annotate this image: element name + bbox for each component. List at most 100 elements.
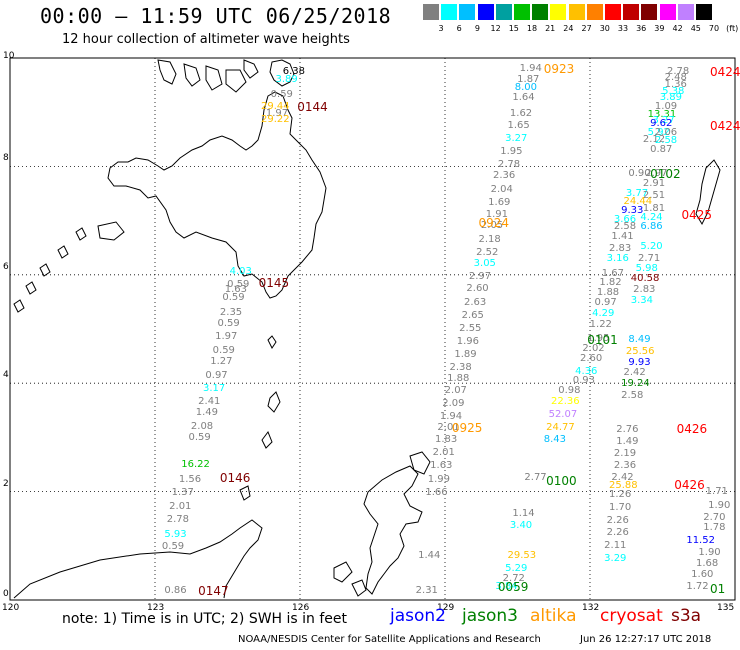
wave-height-value: 3.77 — [625, 187, 649, 199]
wave-height-value: 9.93 — [628, 356, 651, 368]
scale-label: 21 — [545, 24, 556, 33]
mindanao-coastline — [107, 91, 327, 299]
wave-height-value: 2.51 — [642, 189, 666, 201]
wave-height-value: 8.43 — [543, 433, 567, 445]
scale-label: 45 — [690, 24, 701, 33]
sulawesi-coastline — [13, 519, 263, 599]
wave-height-value: 2.70 — [703, 511, 726, 523]
wave-height-value: 2.05 — [480, 220, 504, 232]
wave-height-value: 2.65 — [461, 309, 484, 321]
wave-height-value: 3.84 — [495, 580, 518, 592]
scale-label: 12 — [490, 24, 501, 33]
wave-height-value: 2.83 — [609, 242, 632, 254]
wave-height-value: 2.60 — [580, 353, 603, 365]
pass-time-label: 0059 — [497, 579, 529, 594]
wave-height-value: 1.26 — [609, 488, 632, 500]
wave-height-value: 0.97 — [594, 296, 617, 308]
wave-height-value: 1.36 — [664, 79, 687, 91]
wave-height-value: 2.58 — [613, 221, 637, 233]
wave-height-value: 1.81 — [642, 202, 666, 214]
wave-height-value: 0.59 — [222, 291, 245, 303]
wave-height-value: 0.59 — [227, 278, 250, 290]
wave-height-value: 1.68 — [696, 558, 719, 570]
satellite-legend-entry: jason2 — [390, 606, 446, 626]
wave-height-value: 13.31 — [647, 109, 677, 121]
scale-swatch — [514, 4, 530, 20]
wave-height-value: 2.63 — [464, 296, 487, 308]
wave-height-value: 0.59 — [188, 432, 211, 444]
wave-height-value: 4.24 — [640, 212, 663, 224]
wave-height-value: 2.52 — [476, 247, 499, 259]
scale-label: 42 — [672, 24, 683, 33]
wave-height-value: 4.36 — [575, 366, 598, 378]
morotai-coastline — [409, 451, 431, 475]
wave-height-value: 1.70 — [609, 501, 632, 513]
wave-height-value: 25.88 — [609, 480, 638, 492]
wave-height-value: 1.97 — [215, 331, 238, 343]
wave-height-value: 1.37 — [171, 487, 194, 499]
wave-height-value: 2.36 — [493, 170, 516, 182]
pass-time-label: 0426 — [674, 478, 705, 493]
wave-height-value: 3.34 — [630, 294, 654, 306]
wave-height-value: 1.49 — [616, 435, 639, 447]
scale-swatch — [568, 4, 585, 20]
lat-lon-grid — [10, 58, 735, 600]
pass-time-label: 0424 — [710, 65, 740, 80]
north-islands-coast — [269, 59, 295, 87]
wave-height-value: 1.60 — [691, 569, 714, 581]
scale-label: 36 — [636, 24, 647, 33]
wave-height-value: 19.24 — [621, 378, 650, 390]
pass-time-label: 0144 — [297, 99, 328, 114]
wave-height-value: 2.36 — [613, 459, 637, 471]
wave-height-value: 2.19 — [613, 447, 637, 459]
scale-label: 24 — [563, 24, 574, 33]
wave-height-value: 2.60 — [466, 282, 489, 294]
scale-swatch — [477, 4, 494, 20]
wave-height-value: 5.98 — [635, 263, 658, 275]
lon-label: 123 — [147, 603, 165, 613]
wave-height-value: 24.77 — [546, 421, 575, 433]
wave-height-value: 1.97 — [265, 108, 289, 120]
lat-label: 8 — [3, 153, 9, 164]
wave-height-value: 3.27 — [652, 114, 675, 126]
lon-label: 126 — [292, 603, 310, 613]
wave-height-value: 1.88 — [596, 287, 620, 299]
wave-height-value: 0.59 — [217, 317, 240, 329]
scale-swatch — [696, 4, 712, 20]
scale-label: 18 — [526, 24, 538, 33]
wave-height-value: 5.29 — [505, 562, 528, 574]
wave-height-value: 2.06 — [654, 126, 678, 138]
lon-label: 129 — [437, 603, 455, 613]
wave-height-value: 1.88 — [447, 372, 470, 384]
wave-height-value: 1.71 — [705, 485, 728, 497]
pass-time-label: 01 — [710, 582, 726, 597]
scale-swatch — [495, 4, 512, 20]
pass-time-label: 0426 — [676, 421, 708, 436]
wave-height-value: 2.71 — [638, 252, 661, 264]
wave-height-value: 2.31 — [415, 585, 438, 597]
sangihe-islands-coast — [239, 335, 281, 501]
wave-height-value: 1.62 — [509, 108, 533, 120]
wave-height-value: 2.11 — [604, 539, 627, 551]
wave-height-value: 25.56 — [625, 345, 655, 357]
wave-height-value: 3.05 — [473, 257, 496, 269]
page-title: 00:00 – 11:59 UTC 06/25/2018 — [40, 4, 392, 28]
wave-height-value: 2.76 — [616, 423, 639, 435]
wave-height-value: 2.26 — [606, 526, 629, 538]
scale-label: (ft) — [726, 24, 739, 33]
wave-height-value: 3.17 — [203, 382, 226, 394]
wave-height-value: 8.49 — [628, 333, 651, 345]
pass-time-label: 0102 — [650, 166, 681, 181]
palau-coastline — [695, 159, 721, 226]
scale-label: 6 — [456, 24, 462, 33]
wave-height-value: 2.18 — [478, 234, 501, 246]
scale-label: 9 — [474, 24, 480, 33]
wave-height-value: 2.04 — [490, 184, 513, 196]
timestamp-text: Jun 26 12:27:17 UTC 2018 — [580, 634, 712, 645]
wave-height-value: 2.26 — [606, 514, 629, 526]
wave-height-value: 3.27 — [505, 133, 528, 145]
sulu-archipelago-coast — [13, 221, 125, 313]
wave-height-value: 2.83 — [633, 283, 656, 295]
wave-height-value: 2.07 — [444, 384, 467, 396]
wave-height-value: 3.29 — [604, 552, 627, 564]
